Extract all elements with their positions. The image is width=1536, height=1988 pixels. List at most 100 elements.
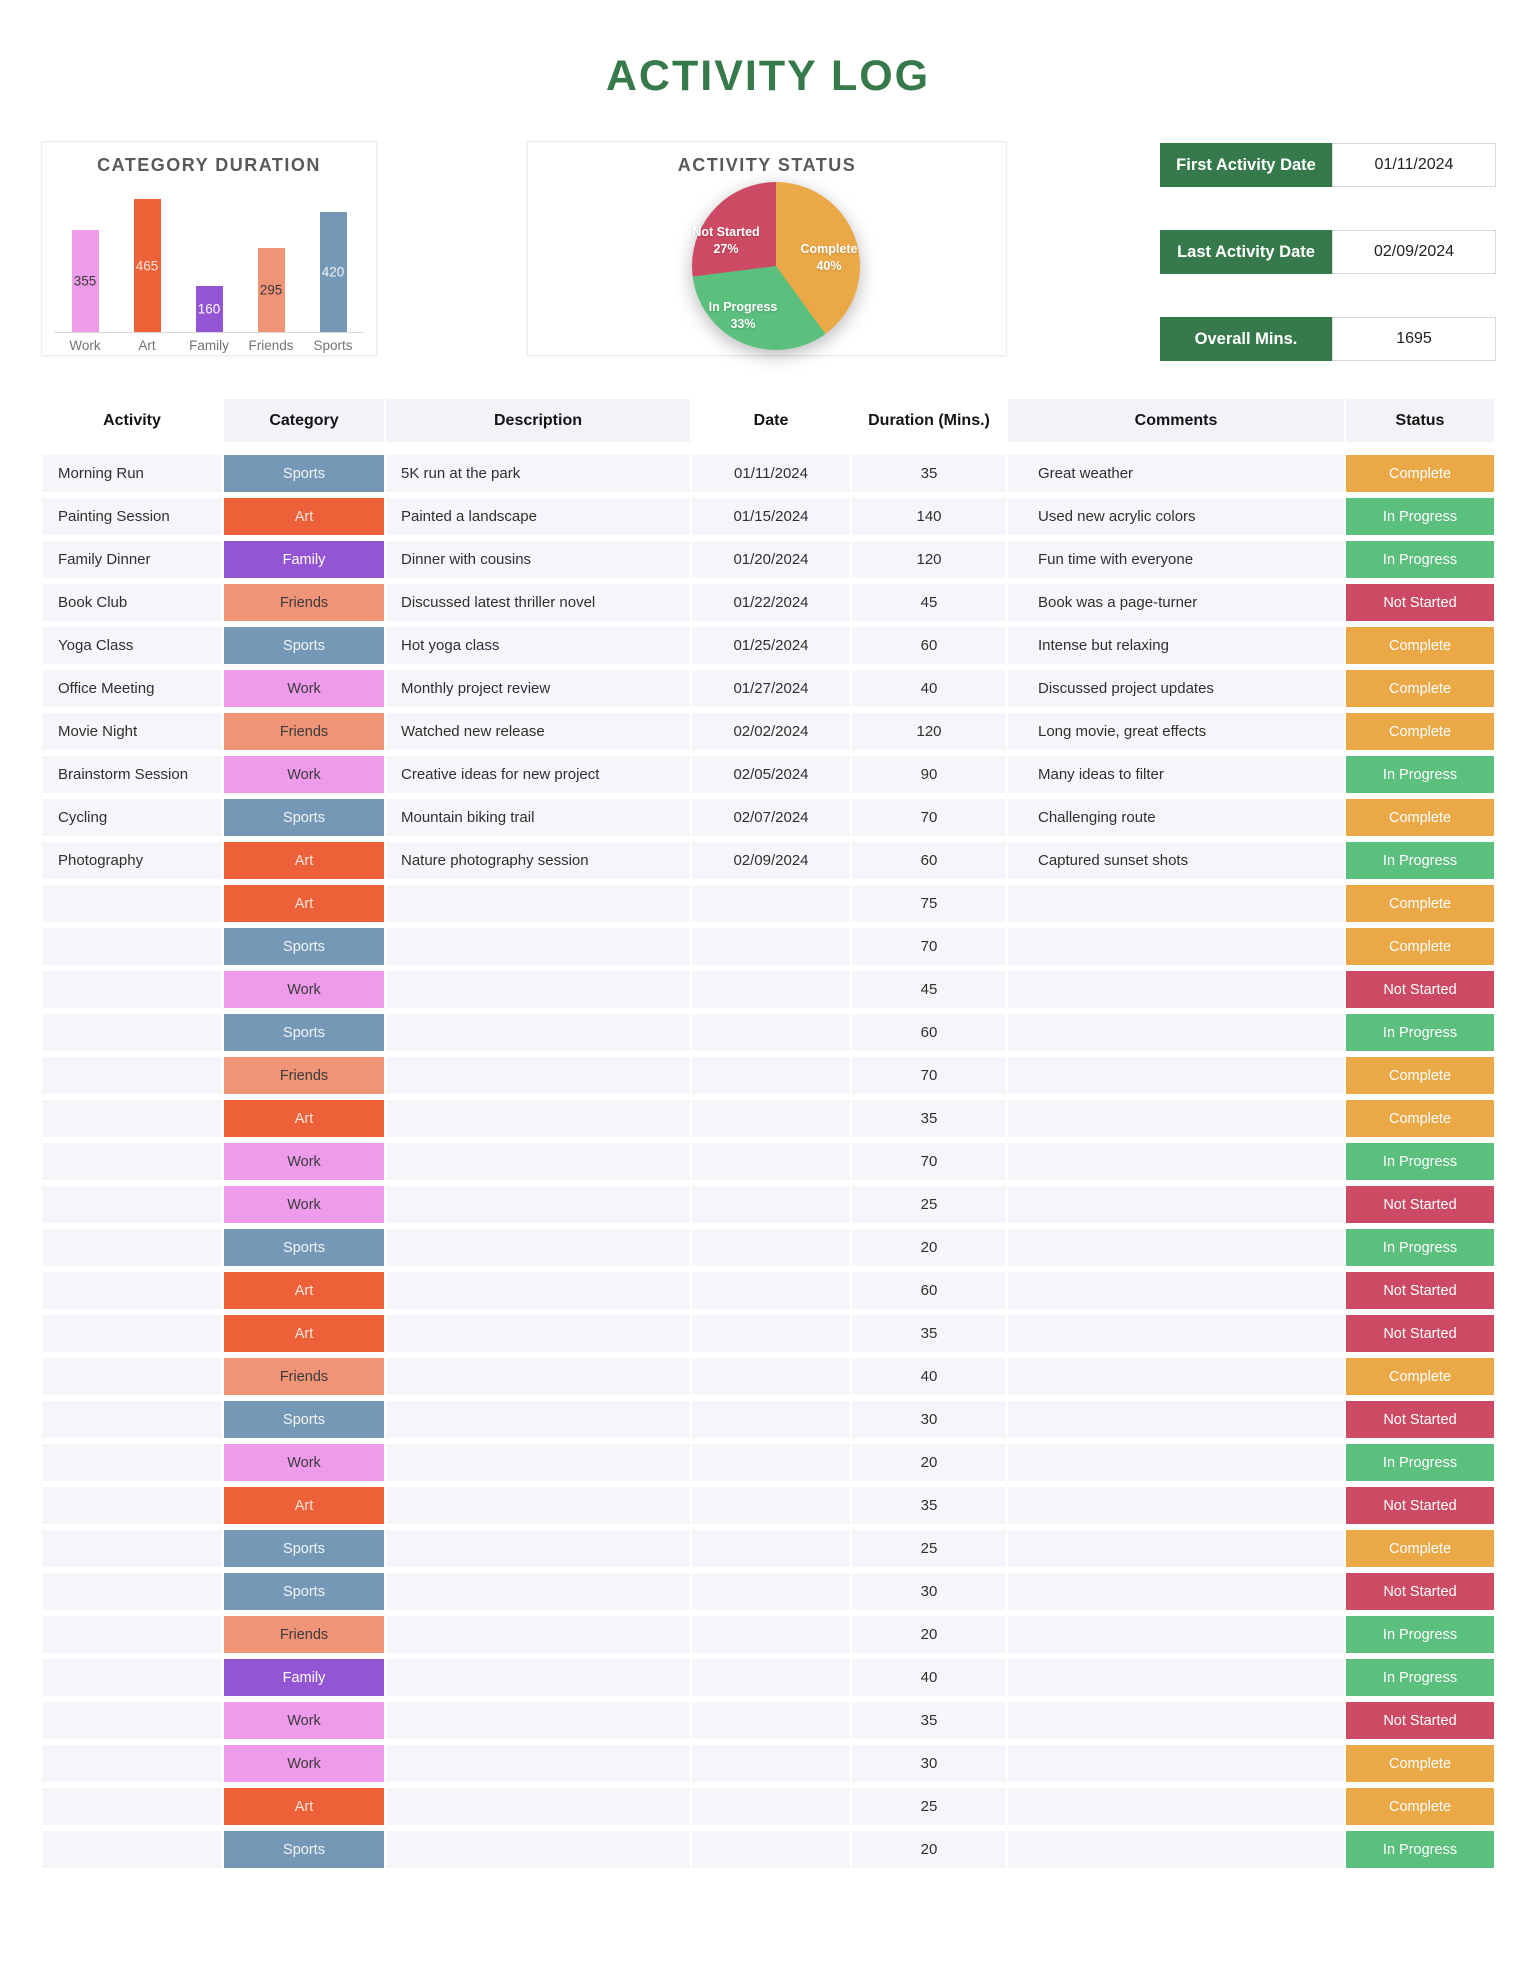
date-cell[interactable]: 01/25/2024 — [692, 627, 852, 664]
category-chip[interactable]: Sports — [224, 1530, 384, 1567]
date-cell[interactable] — [692, 1100, 852, 1137]
category-chip[interactable]: Work — [224, 1702, 384, 1739]
category-cell[interactable]: Sports — [224, 1831, 386, 1868]
category-cell[interactable]: Work — [224, 971, 386, 1008]
status-chip[interactable]: Complete — [1346, 455, 1494, 492]
date-cell[interactable]: 02/02/2024 — [692, 713, 852, 750]
category-chip[interactable]: Art — [224, 1315, 384, 1352]
category-chip[interactable]: Family — [224, 541, 384, 578]
category-cell[interactable]: Friends — [224, 1358, 386, 1395]
status-chip[interactable]: In Progress — [1346, 842, 1494, 879]
activity-cell[interactable] — [42, 1100, 224, 1137]
description-cell[interactable] — [386, 1487, 692, 1524]
activity-cell[interactable] — [42, 1143, 224, 1180]
status-chip[interactable]: Complete — [1346, 670, 1494, 707]
description-cell[interactable]: Discussed latest thriller novel — [386, 584, 692, 621]
status-cell[interactable]: Not Started — [1346, 1702, 1494, 1739]
category-chip[interactable]: Friends — [224, 1358, 384, 1395]
category-cell[interactable]: Friends — [224, 584, 386, 621]
description-cell[interactable]: Mountain biking trail — [386, 799, 692, 836]
category-chip[interactable]: Sports — [224, 799, 384, 836]
description-cell[interactable] — [386, 1143, 692, 1180]
category-cell[interactable]: Art — [224, 1788, 386, 1825]
date-cell[interactable] — [692, 1272, 852, 1309]
comments-cell[interactable] — [1008, 1057, 1346, 1094]
duration-cell[interactable]: 40 — [852, 670, 1008, 707]
activity-cell[interactable] — [42, 1186, 224, 1223]
category-chip[interactable]: Art — [224, 842, 384, 879]
activity-cell[interactable] — [42, 1616, 224, 1653]
date-cell[interactable] — [692, 1702, 852, 1739]
category-chip[interactable]: Art — [224, 885, 384, 922]
status-cell[interactable]: In Progress — [1346, 756, 1494, 793]
comments-cell[interactable] — [1008, 1100, 1346, 1137]
description-cell[interactable] — [386, 885, 692, 922]
activity-cell[interactable] — [42, 1315, 224, 1352]
category-cell[interactable]: Friends — [224, 713, 386, 750]
category-cell[interactable]: Art — [224, 842, 386, 879]
category-chip[interactable]: Work — [224, 1444, 384, 1481]
description-cell[interactable] — [386, 1358, 692, 1395]
comments-cell[interactable]: Discussed project updates — [1008, 670, 1346, 707]
category-cell[interactable]: Art — [224, 885, 386, 922]
category-chip[interactable]: Sports — [224, 627, 384, 664]
date-cell[interactable] — [692, 1616, 852, 1653]
duration-cell[interactable]: 35 — [852, 1487, 1008, 1524]
comments-cell[interactable]: Intense but relaxing — [1008, 627, 1346, 664]
date-cell[interactable]: 02/07/2024 — [692, 799, 852, 836]
status-cell[interactable]: Not Started — [1346, 1272, 1494, 1309]
activity-cell[interactable] — [42, 1745, 224, 1782]
activity-cell[interactable]: Yoga Class — [42, 627, 224, 664]
date-cell[interactable] — [692, 1057, 852, 1094]
status-chip[interactable]: In Progress — [1346, 1659, 1494, 1696]
category-chip[interactable]: Work — [224, 1186, 384, 1223]
activity-cell[interactable] — [42, 1358, 224, 1395]
status-chip[interactable]: In Progress — [1346, 1444, 1494, 1481]
description-cell[interactable] — [386, 928, 692, 965]
comments-cell[interactable] — [1008, 1401, 1346, 1438]
duration-cell[interactable]: 45 — [852, 971, 1008, 1008]
status-chip[interactable]: Complete — [1346, 799, 1494, 836]
status-cell[interactable]: In Progress — [1346, 1831, 1494, 1868]
duration-cell[interactable]: 60 — [852, 627, 1008, 664]
status-cell[interactable]: In Progress — [1346, 1659, 1494, 1696]
date-cell[interactable]: 01/20/2024 — [692, 541, 852, 578]
activity-cell[interactable] — [42, 1057, 224, 1094]
category-chip[interactable]: Art — [224, 1100, 384, 1137]
date-cell[interactable] — [692, 1831, 852, 1868]
description-cell[interactable] — [386, 1315, 692, 1352]
comments-cell[interactable] — [1008, 1745, 1346, 1782]
status-chip[interactable]: In Progress — [1346, 541, 1494, 578]
duration-cell[interactable]: 25 — [852, 1186, 1008, 1223]
comments-cell[interactable] — [1008, 1659, 1346, 1696]
status-chip[interactable]: Complete — [1346, 1788, 1494, 1825]
status-cell[interactable]: Complete — [1346, 1100, 1494, 1137]
description-cell[interactable] — [386, 1272, 692, 1309]
category-chip[interactable]: Work — [224, 1143, 384, 1180]
comments-cell[interactable]: Challenging route — [1008, 799, 1346, 836]
status-chip[interactable]: Complete — [1346, 1358, 1494, 1395]
category-cell[interactable]: Family — [224, 541, 386, 578]
status-chip[interactable]: In Progress — [1346, 1831, 1494, 1868]
description-cell[interactable] — [386, 1530, 692, 1567]
category-chip[interactable]: Sports — [224, 1573, 384, 1610]
date-cell[interactable] — [692, 1143, 852, 1180]
status-cell[interactable]: In Progress — [1346, 1014, 1494, 1051]
date-cell[interactable] — [692, 928, 852, 965]
status-cell[interactable]: Complete — [1346, 928, 1494, 965]
category-cell[interactable]: Art — [224, 1272, 386, 1309]
status-chip[interactable]: Complete — [1346, 1530, 1494, 1567]
status-cell[interactable]: Complete — [1346, 1788, 1494, 1825]
comments-cell[interactable] — [1008, 885, 1346, 922]
comments-cell[interactable] — [1008, 1444, 1346, 1481]
date-cell[interactable] — [692, 1401, 852, 1438]
activity-cell[interactable] — [42, 1014, 224, 1051]
comments-cell[interactable] — [1008, 1229, 1346, 1266]
comments-cell[interactable] — [1008, 1315, 1346, 1352]
description-cell[interactable] — [386, 1401, 692, 1438]
status-chip[interactable]: Not Started — [1346, 1315, 1494, 1352]
comments-cell[interactable] — [1008, 1788, 1346, 1825]
header-cell-category[interactable]: Category — [224, 399, 386, 442]
category-chip[interactable]: Sports — [224, 1229, 384, 1266]
category-cell[interactable]: Work — [224, 670, 386, 707]
